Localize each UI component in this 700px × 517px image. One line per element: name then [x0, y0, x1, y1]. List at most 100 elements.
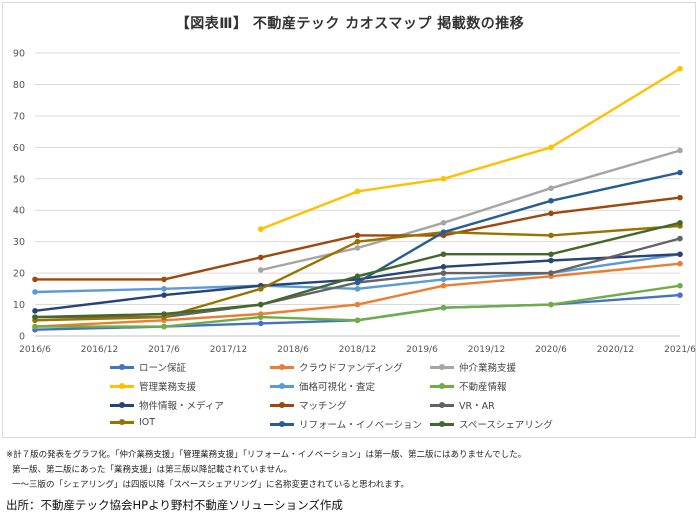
x-tick-label: 2021/6: [664, 345, 696, 355]
data-point: [257, 267, 264, 273]
data-point: [548, 301, 554, 308]
data-point: [548, 257, 554, 264]
legend-item: VR・AR: [430, 398, 495, 412]
series-line: [356, 171, 681, 284]
chart-title: 【図表Ⅲ】 不動産テック カオスマップ 掲載数の推移: [175, 16, 525, 32]
y-tick-label: 60: [13, 143, 25, 154]
legend-item: マッチング: [270, 398, 347, 412]
data-point: [354, 245, 361, 251]
legend-label: リフォーム・イノベーション: [299, 420, 423, 431]
data-point: [677, 220, 683, 226]
data-point: [32, 276, 38, 283]
legend-swatch: [270, 401, 294, 408]
legend-item: 価格可視化・査定: [270, 379, 375, 393]
legend-item: ローン保証: [110, 360, 186, 374]
data-point: [440, 220, 447, 226]
y-tick-label: 90: [13, 49, 25, 60]
footnote-2: 第一版、第二版にあった「業務支援」は第三版以降記載されていません。: [12, 465, 292, 475]
data-point: [354, 273, 361, 280]
legend-item: スペースシェアリング: [430, 417, 553, 431]
legend-swatch: [430, 382, 454, 389]
y-tick-label: 30: [13, 237, 25, 248]
data-point: [257, 320, 264, 327]
data-point: [440, 264, 447, 270]
x-tick-label: 2016/6: [19, 345, 51, 355]
x-tick-label: 2017/6: [148, 345, 180, 355]
x-tick-label: 2020/12: [597, 345, 634, 355]
y-tick-label: 0: [19, 332, 25, 343]
data-point: [257, 226, 264, 232]
legend-marker: [119, 363, 125, 370]
data-point: [440, 175, 447, 182]
footnotes: ※計７版の発表をグラフ化。「仲介業務支援」「管理業務支援」「リフォーム・イノベー…: [6, 448, 526, 493]
y-tick-label: 40: [13, 206, 25, 217]
legend-item: クラウドファンディング: [270, 360, 403, 374]
legend-swatch: [270, 363, 294, 370]
data-point: [677, 147, 683, 154]
data-point: [354, 286, 361, 292]
legend-label: IOT: [139, 417, 156, 428]
data-point: [440, 229, 447, 236]
axes: 0 10 20 30 40 50 60 70 80 90 2016/6 2016/12 2017/6 20…: [13, 49, 696, 356]
legend-marker: [279, 363, 285, 370]
legend-marker: [439, 363, 445, 370]
data-point: [257, 254, 264, 261]
data-point: [161, 323, 167, 330]
legend-marker: [279, 420, 285, 427]
y-tick-label: 20: [13, 269, 25, 280]
data-point: [354, 238, 361, 245]
data-point: [548, 251, 554, 258]
legend-label: VR・AR: [459, 401, 495, 412]
x-tick-label: 2018/6: [277, 345, 309, 355]
legend-swatch: [430, 420, 454, 427]
data-point: [440, 251, 447, 258]
data-point: [354, 301, 361, 308]
legend-label: 物件情報・メディア: [139, 401, 224, 412]
legend-swatch: [110, 401, 134, 408]
legend-marker: [439, 382, 445, 389]
x-tick-label: 2017/12: [210, 345, 247, 355]
legend-label: ローン保証: [139, 363, 187, 374]
x-tick-label: 2020/6: [535, 345, 567, 355]
legend-marker: [439, 401, 445, 408]
footnote-1: ※計７版の発表をグラフ化。「仲介業務支援」「管理業務支援」「リフォーム・イノベー…: [6, 450, 527, 460]
chart-frame: [2, 2, 696, 438]
legend-swatch: [110, 419, 134, 425]
legend-swatch: [430, 401, 454, 408]
data-point: [354, 317, 361, 324]
legend-swatch: [430, 363, 454, 370]
legend-label: 仲介業務支援: [459, 363, 517, 374]
data-point: [354, 188, 361, 195]
legend-label: マッチング: [299, 401, 347, 412]
x-tick-label: 2018/12: [339, 345, 376, 355]
legend-marker: [279, 401, 285, 408]
data-point: [32, 308, 38, 314]
data-point: [548, 144, 554, 151]
data-point: [257, 286, 264, 292]
legend-swatch: [270, 382, 294, 389]
data-point: [677, 235, 683, 242]
y-tick-label: 10: [13, 300, 25, 311]
data-point: [354, 232, 361, 239]
data-point: [677, 65, 683, 72]
data-point: [548, 270, 554, 276]
legend-marker: [439, 420, 445, 427]
legend-item: 物件情報・メディア: [110, 398, 224, 412]
legend-label: 管理業務支援: [139, 382, 197, 393]
data-point: [677, 194, 683, 201]
gridlines: [35, 52, 680, 337]
data-point: [440, 270, 447, 276]
data-point: [32, 289, 38, 295]
data-point: [677, 292, 683, 298]
data-point: [32, 314, 38, 320]
legend-label: クラウドファンディング: [299, 363, 403, 374]
source-note: 出所：不動産テック協会HPより野村不動産ソリューションズ作成: [6, 498, 343, 512]
data-point: [548, 210, 554, 217]
x-tick-label: 2019/6: [406, 345, 438, 355]
x-tick-label: 2019/12: [468, 345, 505, 355]
legend-swatch: [110, 382, 134, 389]
data-point: [440, 276, 447, 283]
data-point: [440, 304, 447, 311]
data-point: [548, 197, 554, 204]
legend-item: 仲介業務支援: [430, 360, 516, 374]
